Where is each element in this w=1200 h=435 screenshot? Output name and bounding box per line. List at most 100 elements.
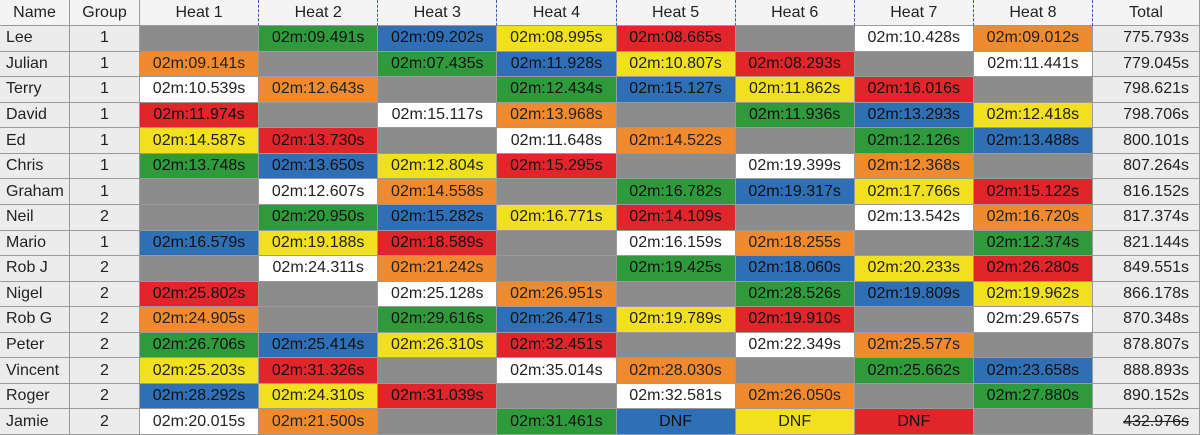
group: 1	[70, 102, 140, 129]
heat-time: 02m:12.643s	[259, 77, 379, 103]
column-header: Heat 1	[140, 0, 260, 26]
racer-name: Peter	[0, 332, 70, 359]
total-time: 775.793s	[1093, 26, 1200, 52]
total-time: 817.374s	[1093, 204, 1200, 231]
heat-time	[854, 307, 974, 333]
heat-time: 02m:09.141s	[140, 51, 260, 78]
heat-time: 02m:21.242s	[378, 256, 498, 282]
heat-time: 02m:35.014s	[497, 358, 617, 384]
heat-time: 02m:19.809s	[854, 281, 974, 308]
heat-time: 02m:15.282s	[378, 204, 498, 231]
total-time: 816.152s	[1093, 179, 1200, 205]
total-time: 798.706s	[1093, 102, 1200, 129]
heat-time	[140, 179, 260, 205]
heat-time: 02m:16.579s	[140, 230, 260, 257]
heat-time	[497, 256, 617, 282]
heat-time: 02m:10.539s	[140, 77, 260, 103]
heat-time	[735, 204, 855, 231]
heat-time: 02m:07.435s	[378, 51, 498, 78]
heat-time: 02m:24.310s	[259, 383, 379, 410]
heat-time: 02m:26.280s	[973, 256, 1093, 282]
heat-time: 02m:25.577s	[854, 332, 974, 359]
total-time: 779.045s	[1093, 51, 1200, 78]
heat-time	[735, 128, 855, 154]
heat-time: 02m:22.349s	[735, 332, 855, 359]
heat-time: 02m:16.782s	[616, 179, 736, 205]
heat-time: 02m:25.203s	[140, 358, 260, 384]
heat-time: 02m:13.748s	[140, 153, 260, 180]
heat-time	[616, 102, 736, 129]
heat-time	[378, 128, 498, 154]
group: 2	[70, 204, 140, 231]
total-time: 890.152s	[1093, 383, 1200, 410]
total-time: 807.264s	[1093, 153, 1200, 180]
heat-time: 02m:18.589s	[378, 230, 498, 257]
heat-time	[378, 77, 498, 103]
column-header: Heat 2	[259, 0, 379, 26]
racer-name: Terry	[0, 77, 70, 103]
heat-time	[616, 153, 736, 180]
total-time: 798.621s	[1093, 77, 1200, 103]
total-time: 888.893s	[1093, 358, 1200, 384]
group: 2	[70, 332, 140, 359]
total-time: 870.348s	[1093, 307, 1200, 333]
heat-time: 02m:19.962s	[973, 281, 1093, 308]
heat-time: 02m:26.706s	[140, 332, 260, 359]
racer-name: Nigel	[0, 281, 70, 308]
group: 1	[70, 77, 140, 103]
heat-time	[973, 77, 1093, 103]
heat-time: 02m:20.950s	[259, 204, 379, 231]
heat-time: 02m:13.293s	[854, 102, 974, 129]
heat-time	[378, 409, 498, 435]
heat-time: 02m:29.657s	[973, 307, 1093, 333]
heat-time: DNF	[735, 409, 855, 435]
heat-time	[497, 383, 617, 410]
heat-time	[735, 26, 855, 52]
heat-time: 02m:18.255s	[735, 230, 855, 257]
heat-time: 02m:31.039s	[378, 383, 498, 410]
heat-time: 02m:15.117s	[378, 102, 498, 129]
heat-time: 02m:31.461s	[497, 409, 617, 435]
group: 1	[70, 230, 140, 257]
heat-time: 02m:24.311s	[259, 256, 379, 282]
heat-time	[378, 358, 498, 384]
heat-time	[140, 204, 260, 231]
heat-time: 02m:13.968s	[497, 102, 617, 129]
heat-time: 02m:26.050s	[735, 383, 855, 410]
racer-name: Graham	[0, 179, 70, 205]
heat-time	[973, 409, 1093, 435]
column-header: Total	[1093, 0, 1200, 26]
heat-time: 02m:13.542s	[854, 204, 974, 231]
group: 1	[70, 26, 140, 52]
heat-time: 02m:19.910s	[735, 307, 855, 333]
heat-time: 02m:25.662s	[854, 358, 974, 384]
heat-time: 02m:25.802s	[140, 281, 260, 308]
heat-time	[259, 102, 379, 129]
heat-time: 02m:16.720s	[973, 204, 1093, 231]
heat-time: 02m:10.807s	[616, 51, 736, 78]
heat-time: 02m:14.558s	[378, 179, 498, 205]
heat-time: 02m:15.122s	[973, 179, 1093, 205]
heat-time: 02m:11.928s	[497, 51, 617, 78]
racer-name: David	[0, 102, 70, 129]
heat-time: 02m:28.292s	[140, 383, 260, 410]
heat-time: 02m:14.109s	[616, 204, 736, 231]
racer-name: Neil	[0, 204, 70, 231]
heat-time: 02m:12.434s	[497, 77, 617, 103]
column-header: Group	[70, 0, 140, 26]
group: 1	[70, 128, 140, 154]
group: 2	[70, 409, 140, 435]
heat-time: 02m:08.293s	[735, 51, 855, 78]
column-header: Heat 5	[616, 0, 736, 26]
heat-time: 02m:24.905s	[140, 307, 260, 333]
heat-time: 02m:12.607s	[259, 179, 379, 205]
heat-time: 02m:26.951s	[497, 281, 617, 308]
racer-name: Lee	[0, 26, 70, 52]
group: 1	[70, 179, 140, 205]
total-time: 821.144s	[1093, 230, 1200, 257]
heat-time: 02m:13.650s	[259, 153, 379, 180]
heat-time	[973, 153, 1093, 180]
heat-time: 02m:12.126s	[854, 128, 974, 154]
column-header: Heat 6	[735, 0, 855, 26]
